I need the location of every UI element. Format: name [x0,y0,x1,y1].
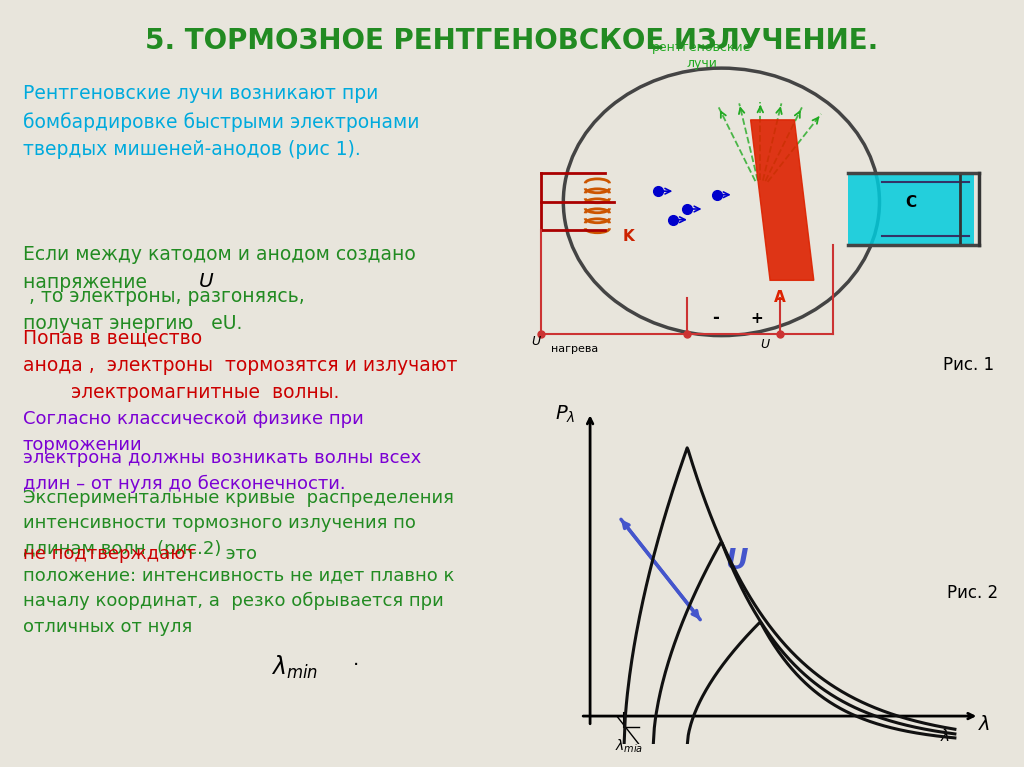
Text: C: C [905,196,916,210]
Text: .: . [353,650,359,670]
Text: -: - [712,309,719,328]
Text: рентгеновские
лучи: рентгеновские лучи [652,41,752,71]
Text: Рентгеновские лучи возникают при
бомбардировке быстрыми электронами
твердых мише: Рентгеновские лучи возникают при бомбард… [23,84,419,159]
Text: $\lambda_{min}$: $\lambda_{min}$ [271,653,318,680]
Text: Попав в вещество
анода ,  электроны  тормозятся и излучают
        электромагнит: Попав в вещество анода , электроны тормо… [23,328,457,402]
Text: положение: интенсивность не идет плавно к
началу координат, а  резко обрывается : положение: интенсивность не идет плавно … [23,566,454,636]
Text: электрона должны возникать волны всех
длин – от нуля до бесконечности.: электрона должны возникать волны всех дл… [23,449,421,492]
Text: Рис. 1: Рис. 1 [943,355,993,374]
Text: U: U [725,548,748,575]
Text: U: U [531,334,541,347]
Text: Согласно классической физике при
торможении: Согласно классической физике при торможе… [23,410,364,454]
Text: $\lambda$: $\lambda$ [978,715,990,734]
Text: A: A [774,290,785,304]
Text: не подтверждают: не подтверждают [23,545,196,562]
Text: нагрева: нагрева [551,344,598,354]
Text: P$_\lambda$: P$_\lambda$ [555,403,577,425]
Text: Экспериментальные кривые  распределения
интенсивности тормозного излучения по
дл: Экспериментальные кривые распределения и… [23,489,454,558]
Text: это: это [220,545,257,562]
Polygon shape [751,120,814,281]
Text: U: U [199,272,213,291]
Text: U: U [760,338,769,351]
Polygon shape [848,173,975,245]
Text: Рис. 2: Рис. 2 [947,584,998,602]
Text: $\lambda$: $\lambda$ [940,728,950,743]
Text: Если между катодом и анодом создано
напряжение: Если между катодом и анодом создано напр… [23,245,416,291]
Text: 5. ТОРМОЗНОЕ РЕНТГЕНОВСКОЕ ИЗЛУЧЕНИЕ.: 5. ТОРМОЗНОЕ РЕНТГЕНОВСКОЕ ИЗЛУЧЕНИЕ. [145,27,879,55]
Text: K: K [624,229,635,244]
Text: +: + [751,311,763,326]
Text: $\lambda_{mia}$: $\lambda_{mia}$ [614,738,643,755]
Text: , то электроны, разгоняясь,
получат энергию   eU.: , то электроны, разгоняясь, получат энер… [23,287,304,333]
